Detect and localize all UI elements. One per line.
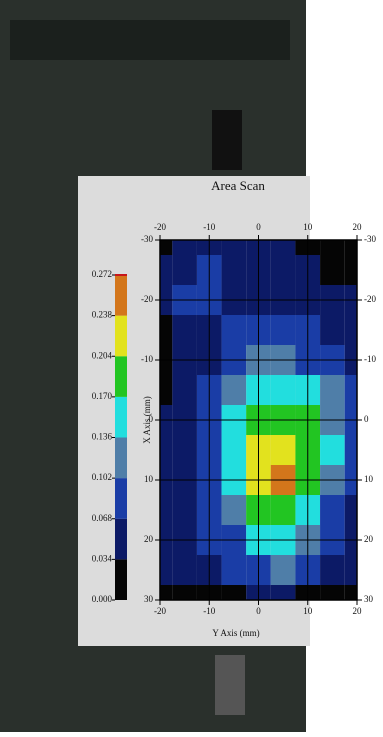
y-tick-label: 30	[364, 594, 374, 604]
colorbar-band	[115, 559, 127, 600]
y-tick-label: 10	[364, 474, 374, 484]
heat-cell	[320, 240, 345, 255]
x-tick-label: 20	[353, 606, 363, 616]
device-slot	[215, 655, 245, 715]
heat-cell	[344, 585, 357, 600]
heat-cell	[344, 495, 357, 525]
heat-cell	[221, 585, 247, 600]
heat-cell	[320, 375, 345, 405]
heat-cell	[270, 375, 296, 405]
y-tick-label: -10	[364, 354, 376, 364]
colorbar-label: 0.000	[92, 594, 113, 604]
y-axis-label: X Axis (mm)	[142, 396, 152, 444]
y-tick-label: -10	[141, 354, 153, 364]
heat-cell	[172, 585, 197, 600]
heat-cell	[160, 240, 173, 255]
x-tick-label: 10	[303, 222, 313, 232]
heat-cell	[172, 495, 197, 525]
heat-cell	[160, 375, 173, 405]
heat-cell	[320, 435, 345, 465]
colorbar-label: 0.068	[92, 513, 113, 523]
heat-cell	[160, 555, 173, 585]
colorbar-band	[115, 275, 127, 316]
heat-cell	[320, 585, 345, 600]
heat-cell	[270, 255, 296, 285]
heat-cell	[270, 435, 296, 465]
y-tick-label: 30	[144, 594, 154, 604]
colorbar-label: 0.136	[92, 432, 113, 442]
y-tick-label: 20	[144, 534, 154, 544]
heat-cell	[160, 495, 173, 525]
y-tick-label: 20	[364, 534, 374, 544]
heat-cell	[270, 495, 296, 525]
heat-cell	[172, 255, 197, 285]
y-tick-label: -20	[141, 294, 153, 304]
colorbar-label: 0.170	[92, 391, 113, 401]
colorbar-band	[115, 437, 127, 479]
colorbar-band	[115, 315, 127, 357]
heat-cell	[221, 555, 247, 585]
x-tick-label: 0	[256, 606, 261, 616]
y-tick-label: -30	[141, 234, 153, 244]
heat-cell	[320, 255, 345, 285]
heat-cell	[172, 435, 197, 465]
colorbar-band	[115, 478, 127, 519]
heat-cell	[172, 240, 197, 255]
x-tick-label: -20	[154, 606, 166, 616]
heat-cell	[221, 435, 247, 465]
heat-cell	[221, 495, 247, 525]
heat-cell	[344, 375, 357, 405]
heat-cell	[221, 255, 247, 285]
heat-cell	[270, 315, 296, 345]
colorbar-top	[115, 274, 127, 276]
y-tick-label: 0	[364, 414, 369, 424]
heat-cell	[160, 255, 173, 285]
heat-cell	[320, 495, 345, 525]
y-tick-label: 0	[149, 414, 154, 424]
colorbar-band	[115, 396, 127, 438]
heat-cell	[320, 555, 345, 585]
x-tick-label: 20	[353, 222, 363, 232]
y-tick-label: -30	[364, 234, 376, 244]
colorbar-label: 0.034	[92, 553, 113, 563]
colorbar-band	[115, 518, 127, 560]
y-tick-label: 10	[144, 474, 154, 484]
y-tick-label: -20	[364, 294, 376, 304]
x-tick-label: 0	[256, 222, 261, 232]
colorbar-label: 0.272	[92, 269, 112, 279]
heat-cell	[221, 375, 247, 405]
heat-cell	[172, 315, 197, 345]
heat-cell	[270, 240, 296, 255]
heat-cell	[160, 585, 173, 600]
x-axis-label: Y Axis (mm)	[212, 628, 259, 638]
heat-cell	[344, 240, 357, 255]
chart-title: Area Scan	[211, 178, 265, 193]
colorbar-label: 0.102	[92, 472, 112, 482]
heat-cell	[270, 555, 296, 585]
colorbar-label: 0.238	[92, 310, 113, 320]
heat-cell	[320, 315, 345, 345]
heat-cell	[344, 435, 357, 465]
heat-cell	[160, 435, 173, 465]
heat-cell	[221, 315, 247, 345]
colorbar-label: 0.204	[92, 350, 113, 360]
heat-cell	[344, 315, 357, 345]
heat-cell	[172, 555, 197, 585]
x-tick-label: 10	[303, 606, 313, 616]
heat-cell	[221, 240, 247, 255]
heat-cell	[270, 585, 296, 600]
device-slot	[212, 110, 242, 170]
heat-cell	[344, 255, 357, 285]
heat-cell	[172, 375, 197, 405]
heat-cell	[160, 315, 173, 345]
colorbar-band	[115, 356, 127, 397]
x-tick-label: -10	[203, 606, 215, 616]
heat-cell	[344, 555, 357, 585]
x-tick-label: -20	[154, 222, 166, 232]
device-top	[10, 20, 290, 60]
x-tick-label: -10	[203, 222, 215, 232]
